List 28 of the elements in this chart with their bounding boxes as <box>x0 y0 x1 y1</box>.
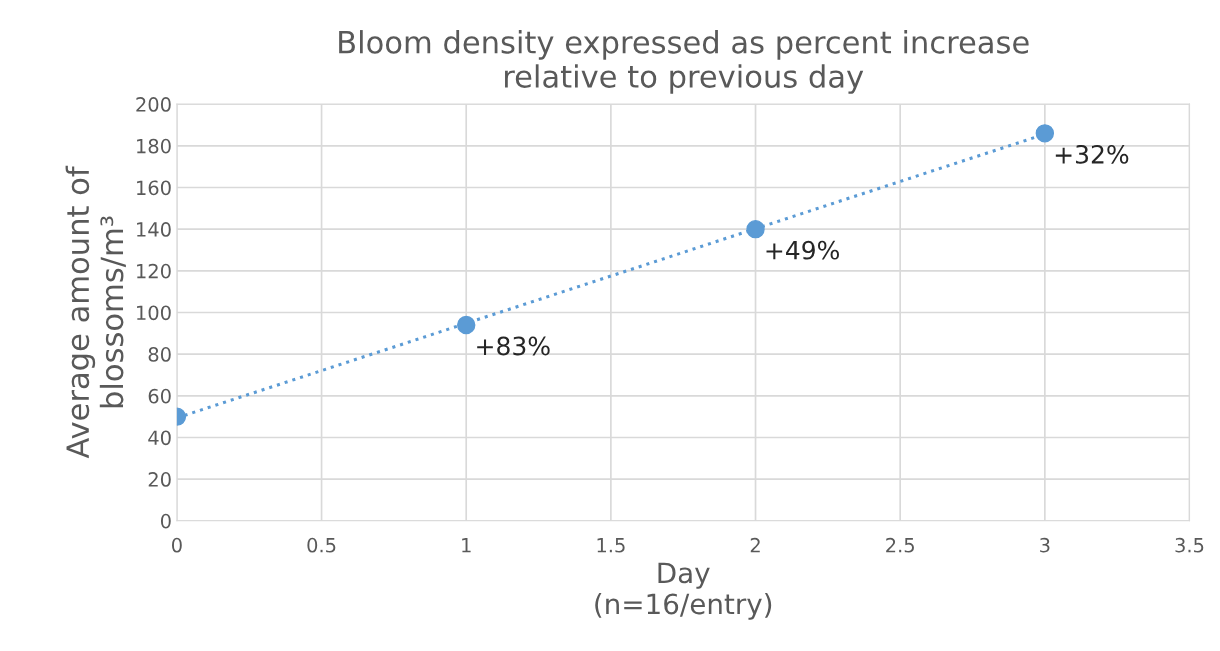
x-tick-label: 2.5 <box>886 537 914 553</box>
x-axis-title: Day (n=16/entry) <box>595 562 772 620</box>
x-tick-label: 0.5 <box>307 537 336 553</box>
point <box>457 315 476 335</box>
point <box>746 219 765 239</box>
y-tick-label: 160 <box>137 180 171 196</box>
annotation: +49% <box>766 240 839 260</box>
y-tick-label: 100 <box>137 305 171 321</box>
y-tick-label: 20 <box>148 472 171 487</box>
x-tick-label: 1.5 <box>597 538 625 553</box>
x-tick-label: 3.5 <box>1175 537 1204 553</box>
point <box>1035 124 1055 143</box>
y-tick-label: 140 <box>137 222 171 237</box>
y-tick-label: 180 <box>137 138 171 154</box>
x-tick-label: 1 <box>462 538 471 553</box>
y-axis-title: Average amount of blossoms/m³ <box>65 165 126 459</box>
y-tick-label: 120 <box>137 263 171 279</box>
x-tick-label: 0 <box>172 537 182 553</box>
annotation: +32% <box>1055 144 1129 164</box>
y-tick-label: 60 <box>148 388 171 404</box>
x-tick-label: 3 <box>1040 537 1050 553</box>
chart-title: Bloom density expressed as percent increase relative to previous day <box>339 30 1029 94</box>
annotation: +83% <box>477 336 550 356</box>
y-tick-label: 200 <box>136 97 171 112</box>
y-tick-label: 80 <box>148 347 171 362</box>
y-tick-label: 40 <box>148 430 171 446</box>
y-tick-label: 0 <box>160 513 171 529</box>
x-tick-label: 2 <box>750 537 760 553</box>
